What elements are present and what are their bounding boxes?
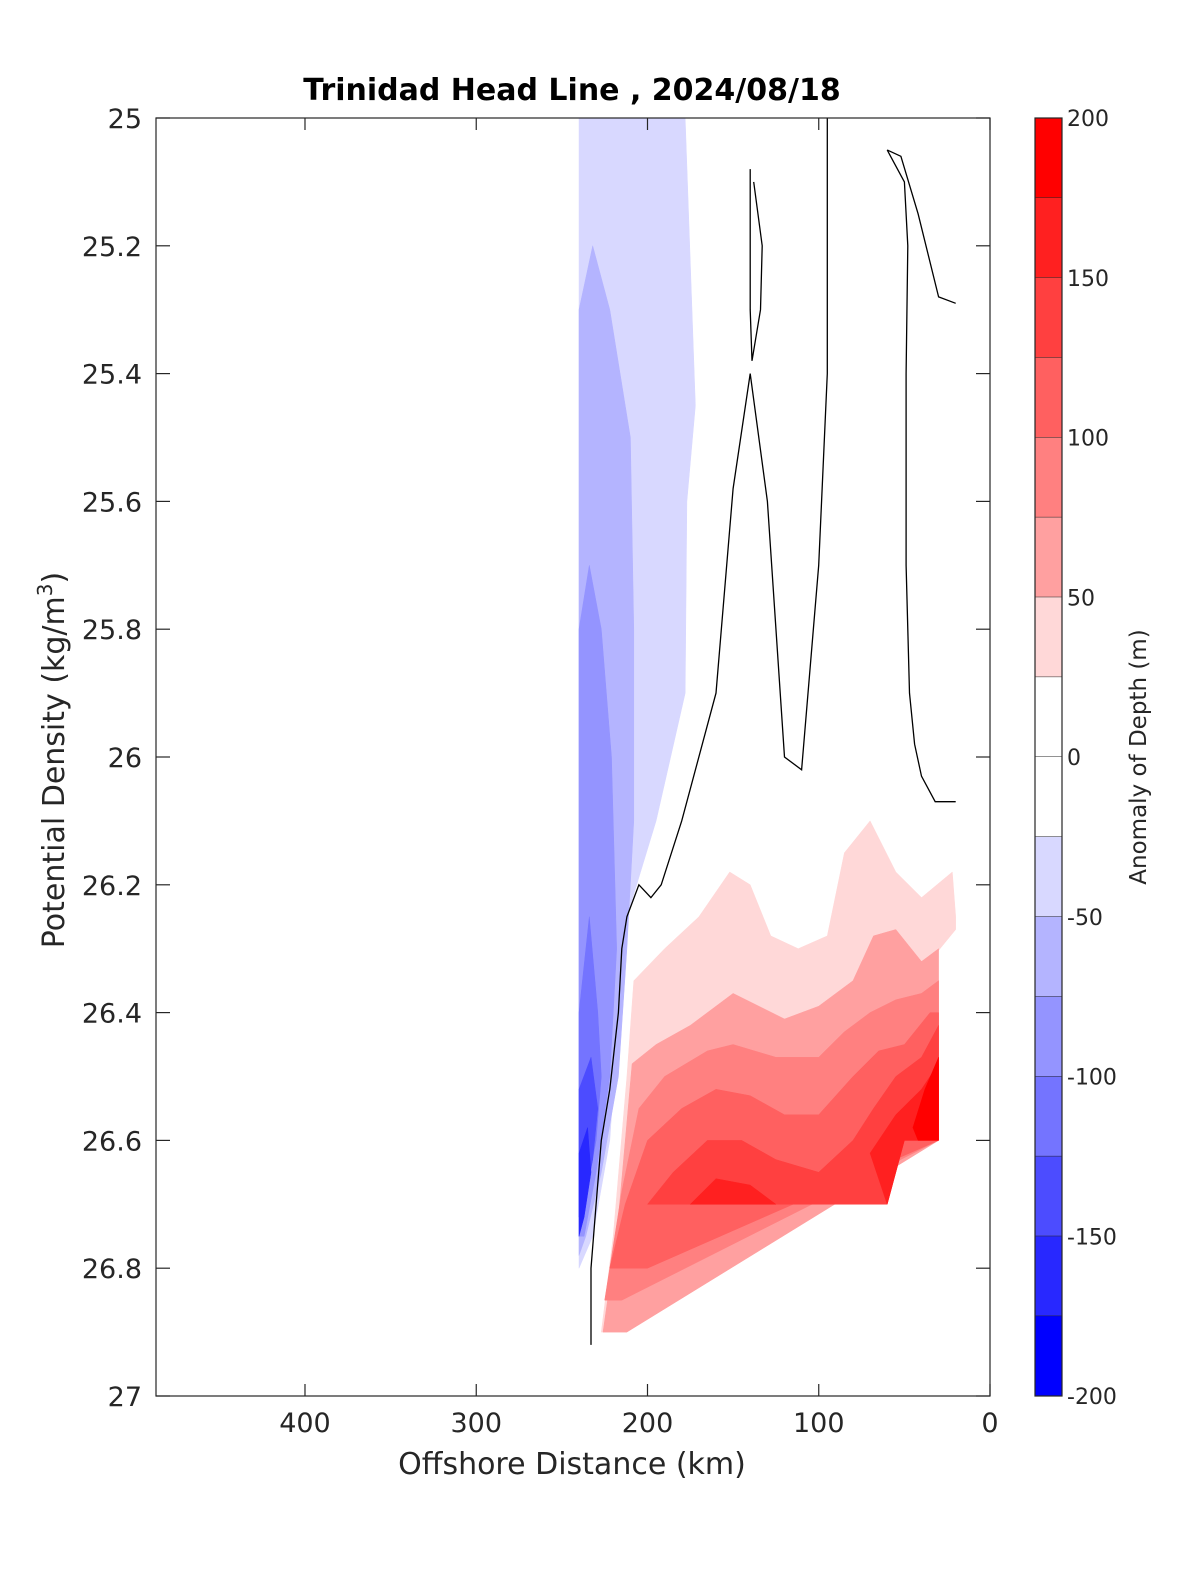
contour-region-13 <box>912 1057 939 1141</box>
x-axis-ticks: 400 300 200 100 0 <box>279 118 999 1439</box>
colorbar-swatch-13 <box>1035 1156 1062 1237</box>
y-tick-label: 25.4 <box>82 360 142 391</box>
colorbar-swatch-4 <box>1035 437 1062 518</box>
y-tick-label: 26.2 <box>82 871 142 902</box>
x-tick-label: 400 <box>279 1408 331 1439</box>
y-axis-label-superscript: 3 <box>33 583 57 596</box>
y-tick-label: 26 <box>108 743 142 774</box>
x-tick-label: 200 <box>622 1408 674 1439</box>
y-tick-label: 25.8 <box>82 615 142 646</box>
x-axis-label: Offshore Distance (km) <box>398 1447 746 1482</box>
colorbar-tick-label: -50 <box>1067 906 1103 931</box>
colorbar-frame <box>1034 117 1063 1397</box>
y-axis-label: Potential Density (kg/m3) <box>33 572 72 948</box>
colorbar-swatch-12 <box>1035 1076 1062 1157</box>
zero-contour-line-3 <box>886 149 956 304</box>
colorbar-tick-label: -150 <box>1067 1225 1117 1250</box>
contour-region-5 <box>578 1127 592 1237</box>
colorbar-ticks: 200 150 100 50 0 -50 -100 -150 -200 <box>1067 107 1117 1410</box>
y-tick-label: 26.6 <box>82 1126 142 1157</box>
contour-region-11 <box>689 1178 777 1205</box>
colorbar-swatch-0 <box>1035 118 1062 198</box>
zero-contour-line-2 <box>886 149 956 803</box>
x-tick-label: 100 <box>793 1408 845 1439</box>
colorbar-swatch-5 <box>1035 517 1062 598</box>
y-tick-label: 25 <box>108 104 142 135</box>
colorbar <box>1034 117 1063 1397</box>
colorbar-swatch-9 <box>1035 836 1062 917</box>
zero-contour-lines <box>590 118 956 1345</box>
colorbar-swatch-10 <box>1035 916 1062 997</box>
y-tick-label: 26.8 <box>82 1254 142 1285</box>
colorbar-label: Anomaly of Depth (m) <box>1126 629 1152 884</box>
y-tick-label: 27 <box>108 1382 142 1413</box>
colorbar-swatch-3 <box>1035 357 1062 438</box>
colorbar-tick-label: 150 <box>1067 267 1109 292</box>
y-axis-ticks: 25 25.2 25.4 25.6 25.8 26 26.2 26.4 26.6 26.8 27 <box>82 104 990 1413</box>
colorbar-tick-label: -200 <box>1067 1385 1117 1410</box>
y-tick-label: 26.4 <box>82 999 142 1030</box>
colorbar-swatch-15 <box>1035 1316 1062 1396</box>
contour-region-12 <box>869 1062 939 1206</box>
colorbar-swatch-2 <box>1035 277 1062 358</box>
colorbar-swatch-1 <box>1035 197 1062 278</box>
filled-contours <box>578 118 956 1333</box>
colorbar-tick-label: 200 <box>1067 107 1109 132</box>
zero-contour-line-1 <box>749 169 763 361</box>
y-tick-label: 25.2 <box>82 232 142 263</box>
colorbar-tick-label: -100 <box>1067 1066 1117 1091</box>
colorbar-swatch-7 <box>1035 677 1062 757</box>
chart-title: Trinidad Head Line , 2024/08/18 <box>303 73 840 108</box>
y-axis-label-close: ) <box>37 572 72 584</box>
y-tick-label: 25.6 <box>82 487 142 518</box>
colorbar-tick-label: 50 <box>1067 586 1095 611</box>
x-tick-label: 300 <box>450 1408 502 1439</box>
colorbar-tick-label: 0 <box>1067 746 1081 771</box>
x-tick-label: 0 <box>981 1408 998 1439</box>
colorbar-tick-label: 100 <box>1067 427 1109 452</box>
colorbar-swatch-11 <box>1035 996 1062 1077</box>
colorbar-swatch-6 <box>1035 597 1062 678</box>
colorbar-swatch-14 <box>1035 1236 1062 1317</box>
zero-contour-line-0 <box>590 118 828 1345</box>
colorbar-swatch-8 <box>1035 757 1062 837</box>
y-axis-label-main: Potential Density (kg/m <box>37 596 72 948</box>
